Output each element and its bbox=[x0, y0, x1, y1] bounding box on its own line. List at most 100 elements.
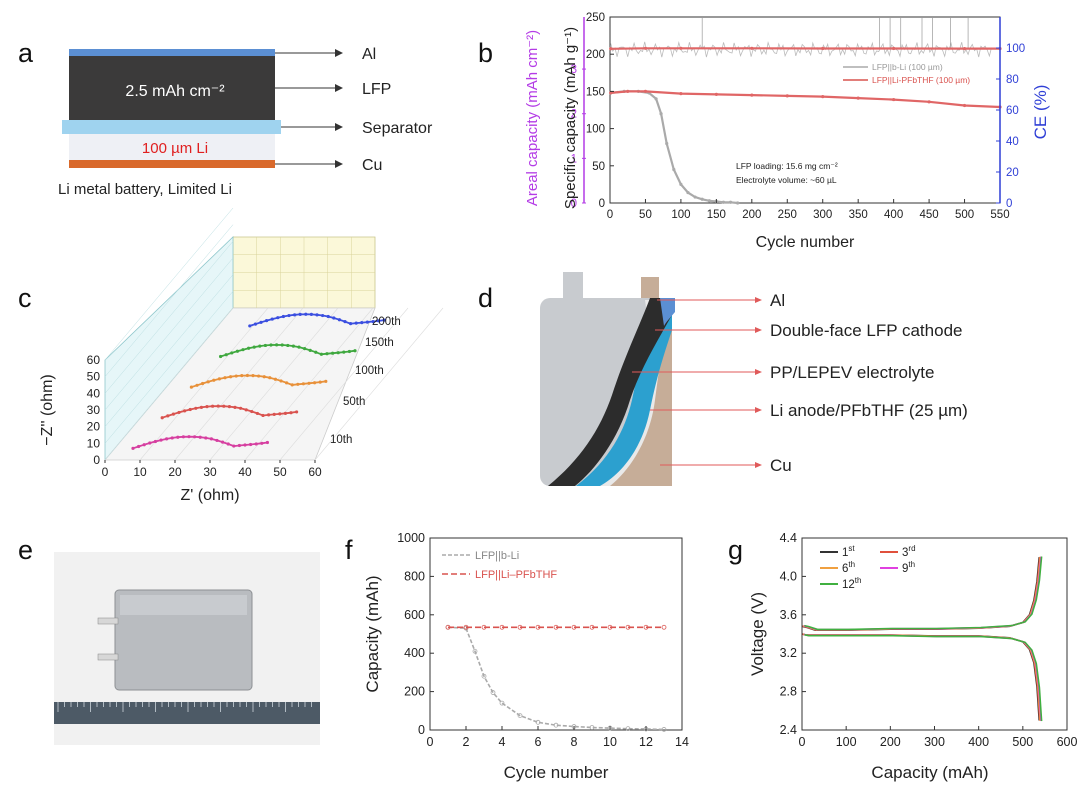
c-series-2 bbox=[191, 374, 326, 388]
b-point-1-10 bbox=[927, 100, 931, 104]
c-xtick-label-4: 40 bbox=[238, 465, 252, 479]
c-floor-grid-5 bbox=[279, 307, 409, 461]
b-point-1-5 bbox=[750, 93, 754, 97]
g-ytick-label-5: 4.4 bbox=[780, 531, 797, 545]
f-point-0-2 bbox=[472, 648, 478, 654]
chart-b-xlabel: Cycle number bbox=[756, 234, 855, 251]
b-ytick-label-5: 250 bbox=[586, 12, 605, 24]
f-point-1-3 bbox=[499, 624, 505, 630]
f-xtick-label-1: 2 bbox=[463, 735, 470, 749]
b-point-1-8 bbox=[856, 96, 860, 100]
legend-f-text-1: LFP||Li–PFbTHF bbox=[475, 569, 557, 581]
al-layer bbox=[69, 49, 275, 56]
b-ce-tick-label-1: 20 bbox=[1006, 167, 1019, 179]
c-ytick-label-6: 60 bbox=[87, 353, 101, 367]
legend-f-text-0: LFP||b-Li bbox=[475, 550, 519, 562]
c-ytick-label-4: 40 bbox=[87, 386, 101, 400]
g-xtick-label-6: 600 bbox=[1057, 735, 1078, 749]
b-ytick-label-4: 200 bbox=[586, 49, 605, 61]
chart-b-ylabel-left: Specific capacity (mAh g⁻¹) bbox=[562, 27, 579, 209]
annotation-b-0: LFP loading: 15.6 mg cm⁻² bbox=[736, 161, 838, 171]
c-series-label-1: 50th bbox=[343, 396, 365, 408]
b-series-2 bbox=[610, 47, 1000, 50]
b-areal-tick-label-0: 0 bbox=[571, 198, 577, 210]
b-point-0-7 bbox=[672, 167, 676, 172]
b-point-0-4 bbox=[654, 97, 658, 101]
legend-b-text-0: LFP||b-Li (100 µm) bbox=[872, 62, 943, 72]
g-xtick-label-3: 300 bbox=[924, 735, 945, 749]
g-legend-text-0: 1st bbox=[842, 544, 855, 559]
d-label-electrolyte: PP/LEPEV electrolyte bbox=[770, 363, 934, 382]
c-series-label-4: 200th bbox=[372, 316, 401, 328]
f-point-1-4 bbox=[517, 624, 523, 630]
f-point-1-12 bbox=[661, 624, 667, 630]
b-xtick-label-8: 400 bbox=[884, 209, 903, 221]
b-ce-tick-label-5: 100 bbox=[1006, 43, 1025, 55]
f-xtick-label-7: 14 bbox=[675, 735, 689, 749]
cathode-region bbox=[548, 298, 672, 486]
g-ytick-label-1: 2.8 bbox=[780, 685, 797, 699]
b-point-0-6 bbox=[665, 141, 669, 146]
d-label-cathode: Double-face LFP cathode bbox=[770, 321, 962, 340]
f-point-0-4 bbox=[490, 690, 496, 695]
c-xtick-label-1: 10 bbox=[133, 465, 147, 479]
b-point-2-2 bbox=[679, 46, 683, 50]
label-al: Al bbox=[362, 46, 376, 63]
c-xtick-label-0: 0 bbox=[102, 465, 109, 479]
f-point-0-8 bbox=[553, 722, 559, 728]
c-floor-grid-3 bbox=[209, 307, 339, 461]
b-xtick-label-1: 50 bbox=[639, 209, 652, 221]
chart-b-ylabel-right: CE (%) bbox=[1031, 85, 1050, 140]
d-label-cu: Cu bbox=[770, 456, 792, 475]
f-point-1-8 bbox=[589, 624, 595, 630]
c-xtick-label-3: 30 bbox=[203, 465, 217, 479]
b-xtick-label-2: 100 bbox=[671, 209, 690, 221]
f-point-1-9 bbox=[607, 624, 613, 630]
panel-a-diagram: 2.5 mAh cm⁻² 100 µm Li Li metal battery,… bbox=[58, 46, 433, 198]
g-ytick-label-0: 2.4 bbox=[780, 723, 797, 737]
d-label-anode: Li anode/PFbTHF (25 µm) bbox=[770, 401, 968, 420]
g-ytick-label-3: 3.6 bbox=[780, 608, 797, 622]
chart-c-ylabel: −Z'' (ohm) bbox=[39, 374, 56, 445]
panel-letter-f: f bbox=[345, 535, 353, 565]
al-region bbox=[660, 298, 675, 326]
b-point-1-7 bbox=[821, 95, 825, 99]
g-series-1-discharge_curve bbox=[802, 633, 1041, 721]
li-text: 100 µm Li bbox=[142, 140, 208, 157]
panel-d-pouch-diagram: Al Double-face LFP cathode PP/LEPEV elec… bbox=[540, 272, 968, 486]
b-ce-tick-label-0: 0 bbox=[1006, 198, 1012, 210]
d-label-al: Al bbox=[770, 291, 785, 310]
g-legend-text-3: 9th bbox=[902, 560, 915, 575]
f-xtick-label-0: 0 bbox=[427, 735, 434, 749]
f-point-1-6 bbox=[553, 624, 559, 630]
b-point-1-9 bbox=[892, 97, 896, 102]
g-legend-text-1: 3rd bbox=[902, 544, 916, 559]
f-point-0-5 bbox=[499, 700, 505, 706]
c-floor-grid-6 bbox=[314, 307, 444, 461]
b-areal-tick-label-2: 2 bbox=[571, 109, 577, 121]
f-point-0-6 bbox=[517, 713, 523, 718]
arrowhead-separator bbox=[335, 123, 343, 131]
f-point-0-12 bbox=[625, 726, 631, 732]
b-point-2-1 bbox=[643, 46, 648, 50]
c-wall-grid-2 bbox=[104, 274, 234, 427]
c-ytick-label-2: 20 bbox=[87, 420, 101, 434]
g-ytick-label-4: 4.0 bbox=[780, 569, 797, 583]
annotation-b-1: Electrolyte volume: ~60 µL bbox=[736, 175, 837, 185]
c-wall-grid-5 bbox=[104, 224, 234, 377]
b-xtick-label-10: 500 bbox=[955, 209, 974, 221]
panel-letter-a: a bbox=[18, 38, 34, 68]
f-ytick-label-4: 800 bbox=[404, 569, 425, 583]
f-point-0-7 bbox=[535, 719, 541, 725]
g-series-2-charge_curve bbox=[803, 556, 1042, 631]
c-floor-grid-2 bbox=[174, 307, 304, 461]
f-point-1-2 bbox=[481, 624, 487, 630]
b-xtick-label-6: 300 bbox=[813, 209, 832, 221]
b-ce-tick-label-2: 40 bbox=[1006, 136, 1019, 148]
c-xtick-label-5: 50 bbox=[273, 465, 287, 479]
g-series-4-charge_curve bbox=[804, 556, 1043, 631]
chart-f-xlabel: Cycle number bbox=[504, 763, 609, 782]
c-ytick-label-1: 10 bbox=[87, 436, 101, 450]
b-ce-tick-label-3: 60 bbox=[1006, 105, 1019, 117]
